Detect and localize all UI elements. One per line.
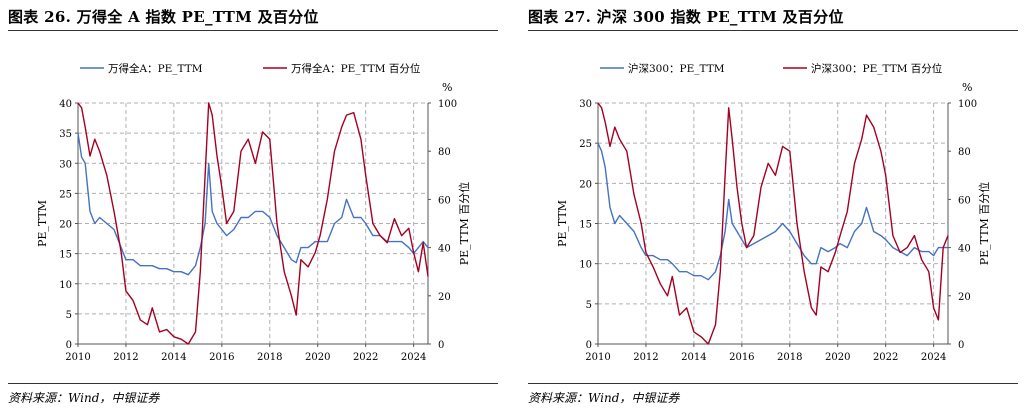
y-tick-label: 5 bbox=[66, 310, 72, 321]
y2-tick-label: 40 bbox=[438, 244, 451, 255]
legend-entry: 万得全A：PE_TTM bbox=[108, 62, 203, 75]
y-tick-label: 25 bbox=[579, 139, 592, 150]
series-line-1 bbox=[77, 132, 429, 276]
y-tick-label: 15 bbox=[579, 220, 592, 231]
y2-tick-label: 60 bbox=[438, 195, 451, 206]
y2-tick-label: 20 bbox=[958, 292, 971, 303]
y2-axis-label: PE_TTM 百分位 bbox=[977, 182, 991, 266]
figure-panel-right: 图表 27. 沪深 300 指数 PE_TTM 及百分位 0 5 10 15 20 25 3… bbox=[528, 0, 1028, 412]
y-tick-label: 0 bbox=[586, 340, 592, 351]
y2-tick-label: 80 bbox=[438, 147, 451, 158]
y-axis-label: PE_TTM bbox=[36, 200, 49, 247]
y-tick-label: 35 bbox=[59, 129, 72, 140]
figure-panel-left: 图表 26. 万得全 A 指数 PE_TTM 及百分位 0 5 10 15 20 25 30… bbox=[8, 0, 508, 412]
y-tick-label: 20 bbox=[59, 220, 72, 231]
source-note: 资料来源：Wind，中银证券 bbox=[528, 391, 680, 405]
x-tick-label: 2022 bbox=[353, 352, 378, 363]
x-tick-label: 2012 bbox=[633, 352, 658, 363]
figure-title: 图表 27. 沪深 300 指数 PE_TTM 及百分位 bbox=[528, 8, 844, 26]
title-rule bbox=[528, 30, 1018, 31]
chart-hs300-pe: 0 5 10 15 20 25 30 0 20 40 60 80 100 2010 2012 2014 2016… bbox=[556, 62, 991, 363]
y2-tick-label: 0 bbox=[438, 340, 444, 351]
x-tick-label: 2018 bbox=[777, 352, 802, 363]
y-tick-label: 15 bbox=[59, 250, 72, 261]
legend-entry: 沪深300：PE_TTM 百分位 bbox=[811, 62, 943, 75]
y2-tick-label: 40 bbox=[958, 244, 971, 255]
source-rule bbox=[528, 383, 1018, 384]
y2-tick-label: 60 bbox=[958, 195, 971, 206]
y-tick-label: 30 bbox=[579, 99, 592, 110]
y-tick-label: 25 bbox=[59, 189, 72, 200]
y2-tick-label: 0 bbox=[958, 340, 964, 351]
x-tick-label: 2014 bbox=[681, 352, 706, 363]
x-tick-label: 2020 bbox=[305, 352, 330, 363]
y-tick-label: 5 bbox=[586, 300, 592, 311]
series-line-2 bbox=[597, 102, 949, 345]
x-tick-label: 2012 bbox=[113, 352, 138, 363]
x-tick-label: 2018 bbox=[257, 352, 282, 363]
x-tick-label: 2020 bbox=[825, 352, 850, 363]
y-tick-label: 40 bbox=[59, 99, 72, 110]
x-tick-label: 2022 bbox=[873, 352, 898, 363]
chart-wanda-pe: 0 5 10 15 20 25 30 35 40 0 20 40 60 80 100 2010 2012 2014… bbox=[36, 62, 471, 363]
y-tick-label: 0 bbox=[66, 340, 72, 351]
legend-entry: 万得全A：PE_TTM 百分位 bbox=[291, 62, 421, 75]
y2-tick-label: 100 bbox=[958, 99, 977, 110]
x-tick-label: 2024 bbox=[401, 352, 426, 363]
x-tick-label: 2016 bbox=[729, 352, 754, 363]
series-line-2 bbox=[77, 102, 429, 345]
x-tick-label: 2014 bbox=[161, 352, 186, 363]
y2-axis-label: PE_TTM 百分位 bbox=[457, 182, 471, 266]
legend-entry: 沪深300：PE_TTM bbox=[628, 62, 725, 75]
y-tick-label: 30 bbox=[59, 159, 72, 170]
source-note: 资料来源：Wind，中银证券 bbox=[8, 391, 160, 405]
y2-tick-label: 80 bbox=[958, 147, 971, 158]
y2-tick-label: 20 bbox=[438, 292, 451, 303]
x-tick-label: 2010 bbox=[65, 352, 90, 363]
y-tick-label: 10 bbox=[59, 280, 72, 291]
y2-unit-label: % bbox=[442, 81, 452, 94]
y2-tick-label: 100 bbox=[438, 99, 457, 110]
series-line-1 bbox=[597, 142, 948, 281]
title-rule bbox=[8, 30, 498, 31]
x-tick-label: 2016 bbox=[209, 352, 234, 363]
x-tick-label: 2024 bbox=[921, 352, 946, 363]
y-axis-label: PE_TTM bbox=[556, 200, 569, 247]
y2-unit-label: % bbox=[962, 81, 972, 94]
y-tick-label: 10 bbox=[579, 260, 592, 271]
x-tick-label: 2010 bbox=[585, 352, 610, 363]
source-rule bbox=[8, 383, 498, 384]
figure-title: 图表 26. 万得全 A 指数 PE_TTM 及百分位 bbox=[8, 8, 319, 26]
y-tick-label: 20 bbox=[579, 179, 592, 190]
